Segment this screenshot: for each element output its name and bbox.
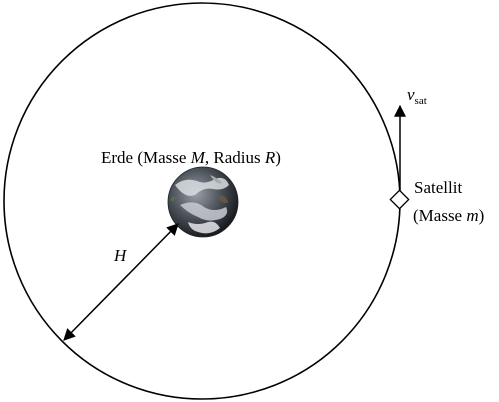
distance-label: H (113, 246, 128, 265)
satellite-mass-symbol: m (466, 206, 478, 225)
earth-label: Erde (Masse M, Radius R) (101, 148, 281, 167)
earth-label-prefix: Erde (Masse (101, 148, 191, 167)
velocity-subscript: sat (415, 95, 427, 107)
earth-mass-symbol: M (190, 148, 206, 167)
earth-label-mid: , Radius (205, 148, 265, 167)
satellite-mass-prefix: (Masse (413, 206, 466, 225)
velocity-label: vsat (407, 85, 427, 107)
velocity-symbol: v (407, 85, 415, 104)
satellite-name: Satellit (414, 178, 462, 197)
earth-image (167, 166, 239, 238)
satellite-mass-suffix: ) (479, 206, 485, 225)
earth-radius-symbol: R (264, 148, 276, 167)
earth-label-suffix: ) (275, 148, 281, 167)
distance-arrow (63, 223, 179, 341)
satellite-marker (389, 189, 410, 210)
satellite-mass-label: (Masse m) (413, 206, 484, 225)
